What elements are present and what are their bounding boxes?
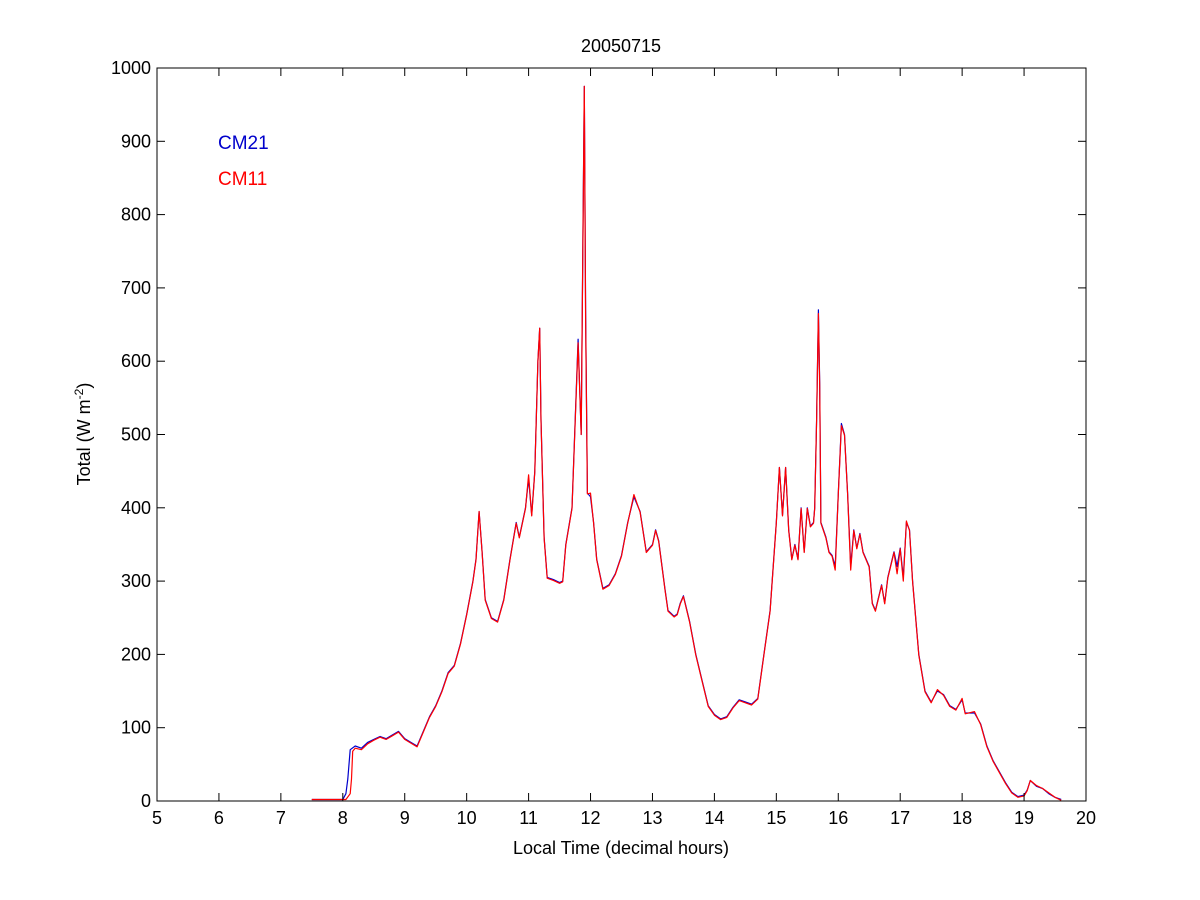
- y-tick-label: 400: [121, 498, 151, 518]
- y-tick-label: 300: [121, 571, 151, 591]
- y-tick-label: 200: [121, 644, 151, 664]
- series-line-cm11: [311, 85, 1062, 801]
- x-tick-label: 15: [766, 808, 786, 828]
- y-tick-label: 600: [121, 351, 151, 371]
- x-tick-label: 12: [581, 808, 601, 828]
- y-axis-label: Total (W m-2): [72, 383, 94, 486]
- x-tick-label: 11: [519, 808, 538, 828]
- y-axis-label-sup: -2: [72, 388, 86, 399]
- legend: CM21 CM11: [218, 133, 269, 190]
- x-tick-label: 8: [338, 808, 348, 828]
- x-tick-label: 18: [952, 808, 972, 828]
- y-tick-label: 700: [121, 278, 151, 298]
- y-axis: 0 100 200 300 400 500 600 700 800 900 1000: [111, 58, 1086, 811]
- series-layer: [311, 85, 1062, 801]
- y-tick-label: 1000: [111, 58, 151, 78]
- x-tick-label: 9: [400, 808, 410, 828]
- series-line-cm21: [311, 85, 1062, 801]
- y-tick-label: 900: [121, 131, 151, 151]
- y-tick-label: 0: [141, 791, 151, 811]
- x-axis-label: Local Time (decimal hours): [513, 838, 729, 858]
- plot-frame: [156, 67, 1087, 802]
- x-tick-label: 13: [642, 808, 662, 828]
- y-axis-label-text: Total (W m: [74, 399, 94, 485]
- x-axis: 5 6 7 8 9 10 11 12 13 14 15 16 17 18 19 20: [152, 68, 1096, 828]
- y-tick-label: 100: [121, 718, 151, 738]
- x-tick-label: 6: [214, 808, 224, 828]
- chart-title: 20050715: [581, 36, 661, 56]
- y-tick-label: 800: [121, 205, 151, 225]
- y-tick-label: 500: [121, 425, 151, 445]
- x-tick-label: 20: [1076, 808, 1096, 828]
- y-axis-label-close: ): [74, 383, 94, 389]
- x-tick-label: 5: [152, 808, 162, 828]
- x-tick-label: 14: [704, 808, 724, 828]
- x-tick-label: 16: [828, 808, 848, 828]
- legend-entry-cm11: CM11: [218, 169, 267, 190]
- x-tick-label: 10: [457, 808, 477, 828]
- legend-entry-cm21: CM21: [218, 133, 269, 154]
- x-tick-label: 19: [1014, 808, 1034, 828]
- x-tick-label: 17: [890, 808, 910, 828]
- x-tick-label: 7: [276, 808, 286, 828]
